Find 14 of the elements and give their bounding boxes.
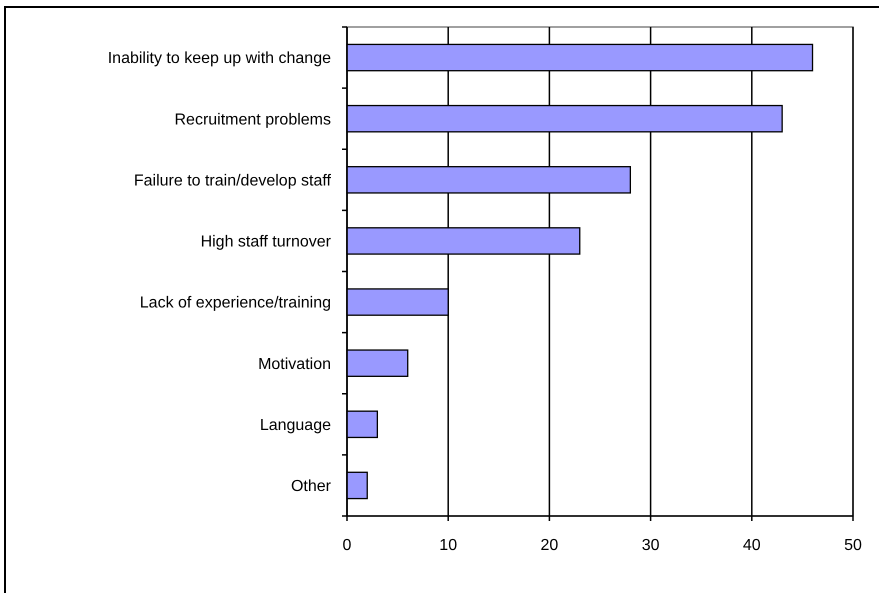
y-tick-label: Language xyxy=(260,416,332,434)
y-tick-label: Motivation xyxy=(258,356,331,373)
y-tick-label: Failure to train/develop staff xyxy=(134,172,332,190)
y-tick-label: High staff turnover xyxy=(200,234,332,251)
y-tick-label: Lack of experience/training xyxy=(140,294,331,312)
y-tick-label: Other xyxy=(290,478,332,496)
y-tick-label: Recruitment problems xyxy=(174,111,331,128)
x-tick-label: 20 xyxy=(540,537,558,554)
x-tick-label: 40 xyxy=(742,537,761,554)
x-tick-label: 0 xyxy=(342,537,352,554)
x-tick-label: 10 xyxy=(439,537,458,554)
x-tick-label: 50 xyxy=(844,537,862,554)
y-tick-label: Inability to keep up with change xyxy=(108,50,332,68)
x-tick-label: 30 xyxy=(642,537,660,554)
